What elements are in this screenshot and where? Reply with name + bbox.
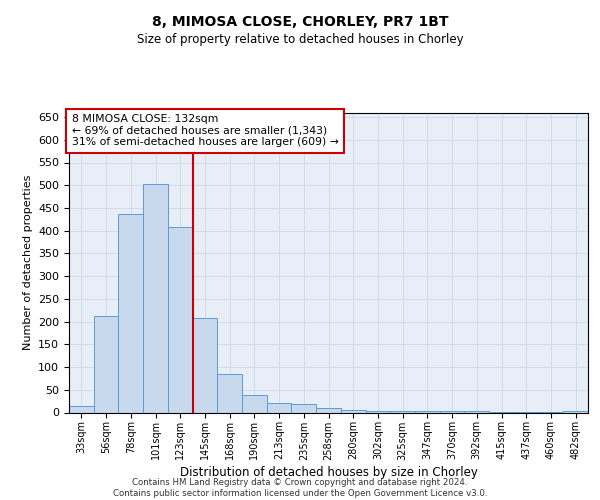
Y-axis label: Number of detached properties: Number of detached properties — [23, 175, 32, 350]
Bar — [415, 410, 440, 412]
Bar — [390, 410, 415, 412]
Bar — [168, 227, 193, 412]
Bar — [143, 184, 168, 412]
Bar — [193, 318, 217, 412]
Bar — [242, 395, 267, 412]
Bar — [341, 410, 365, 412]
Text: 8, MIMOSA CLOSE, CHORLEY, PR7 1BT: 8, MIMOSA CLOSE, CHORLEY, PR7 1BT — [152, 15, 448, 29]
X-axis label: Distribution of detached houses by size in Chorley: Distribution of detached houses by size … — [179, 466, 478, 479]
Bar — [267, 404, 292, 412]
Bar — [292, 404, 316, 412]
Text: Size of property relative to detached houses in Chorley: Size of property relative to detached ho… — [137, 32, 463, 46]
Bar — [217, 374, 242, 412]
Text: 8 MIMOSA CLOSE: 132sqm
← 69% of detached houses are smaller (1,343)
31% of semi-: 8 MIMOSA CLOSE: 132sqm ← 69% of detached… — [71, 114, 338, 147]
Bar — [365, 410, 390, 412]
Bar — [94, 316, 118, 412]
Bar — [316, 408, 341, 412]
Bar — [563, 410, 588, 412]
Bar — [440, 410, 464, 412]
Bar — [118, 214, 143, 412]
Bar — [69, 406, 94, 412]
Text: Contains HM Land Registry data © Crown copyright and database right 2024.
Contai: Contains HM Land Registry data © Crown c… — [113, 478, 487, 498]
Bar — [464, 410, 489, 412]
